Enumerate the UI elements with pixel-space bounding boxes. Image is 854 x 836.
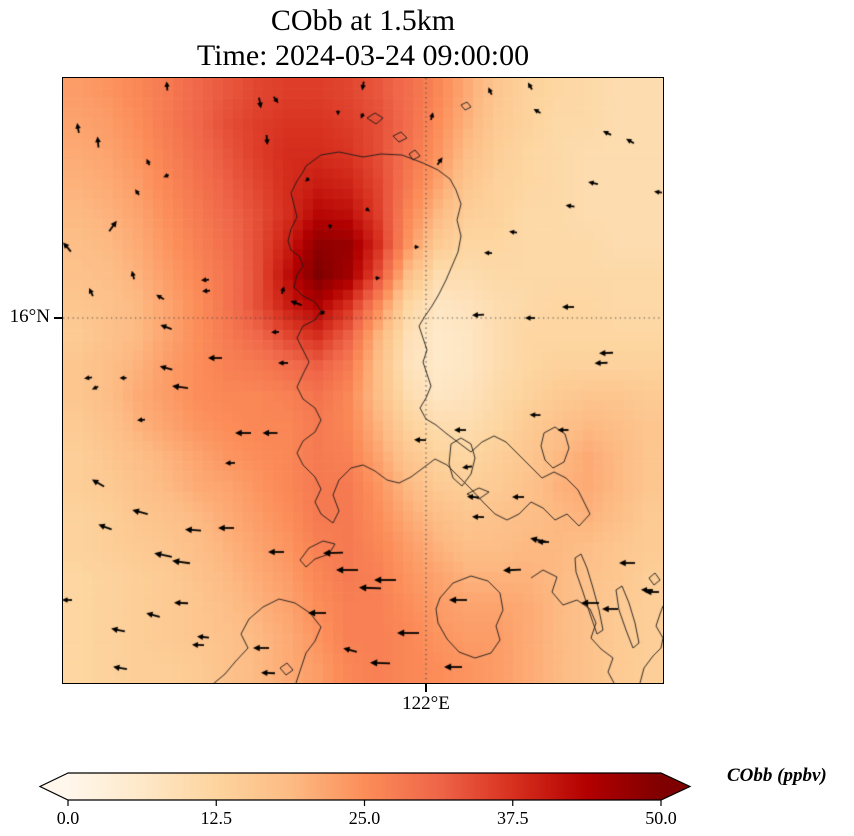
colorbar-left-extend-arrow [40,773,68,800]
x-axis-tick-label: 122°E [402,693,450,714]
colorbar-ticks: 0.0 12.5 25.0 37.5 50.0 [57,800,677,828]
plot-title: CObb at 1.5km Time: 2024-03-24 09:00:00 [63,3,663,73]
colorbar-right-extend-arrow [661,773,690,800]
colorbar-label: CObb (ppbv) [727,765,827,786]
colorbar-tick-label: 12.5 [201,808,233,828]
colorbar-tick-label: 0.0 [57,808,80,828]
colorbar-tick-label: 37.5 [497,808,529,828]
y-axis-tick [54,317,62,319]
y-axis-tick-label: 16°N [9,306,50,327]
colorbar: 0.0 12.5 25.0 37.5 50.0 [38,772,692,828]
plot-title-line1: CObb at 1.5km [270,4,456,37]
x-axis-tick [425,684,427,692]
map-plot-canvas [63,78,663,683]
plot-title-line2: Time: 2024-03-24 09:00:00 [196,39,530,72]
colorbar-tick-label: 25.0 [349,808,381,828]
colorbar-gradient-bar [68,773,661,800]
colorbar-tick-label: 50.0 [645,808,677,828]
